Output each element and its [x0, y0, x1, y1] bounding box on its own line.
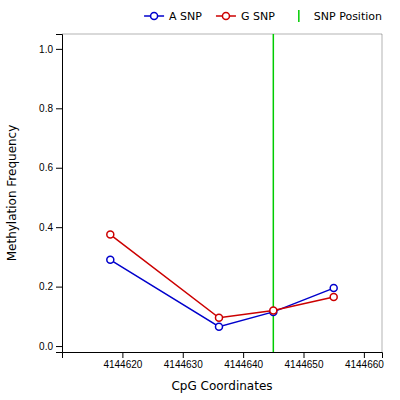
point: [107, 256, 114, 263]
x-tick-mark: [183, 352, 184, 358]
plot-frame: [62, 34, 382, 352]
y-tick: 0.8: [39, 103, 62, 114]
y-tick: 0.6: [39, 162, 62, 173]
x-axis-title: CpG Coordinates: [171, 379, 272, 393]
y-tick-label: 0.8: [39, 103, 53, 114]
y-tick-label: 0.4: [39, 222, 53, 233]
legend-item: A SNP: [144, 10, 202, 23]
plot: 414462041446304144640414465041446600.00.…: [39, 34, 384, 370]
series-line: [110, 260, 333, 327]
y-tick-mark: [56, 168, 62, 169]
x-tick-label: 4144660: [345, 359, 384, 370]
y-tick-label: 0.6: [39, 162, 53, 173]
y-axis-line: [56, 35, 63, 353]
y-axis: 0.0 0.2 0.4 0.6 0.8 1.0: [39, 35, 62, 353]
y-tick-mark: [56, 287, 62, 288]
x-tick: 4144640: [224, 352, 263, 370]
legend-label: A SNP: [169, 10, 202, 23]
marks: [107, 34, 337, 352]
y-tick-mark: [56, 108, 62, 109]
point: [330, 294, 337, 301]
y-tick: 0.2: [39, 281, 62, 292]
legend-marker: [222, 13, 229, 20]
x-tick-mark: [243, 352, 244, 358]
x-tick-label: 4144650: [285, 359, 324, 370]
x-tick-mark: [122, 352, 123, 358]
x-tick-mark: [304, 352, 305, 358]
x-tick: 4144630: [164, 352, 203, 370]
y-tick: 0.4: [39, 222, 62, 233]
x-tick-label: 4144630: [164, 359, 203, 370]
legend-item: SNP Position: [299, 10, 382, 23]
x-tick: 4144620: [103, 352, 142, 370]
reference-line: [273, 34, 275, 352]
point: [330, 285, 337, 292]
legend-label: G SNP: [241, 10, 275, 23]
legend-label: SNP Position: [314, 10, 382, 23]
series-line: [110, 235, 333, 318]
legend-swatch: [298, 10, 300, 22]
x-tick-label: 4144640: [224, 359, 263, 370]
x-axis: 4144620 4144630 4144640 4144650 4144660: [63, 352, 385, 370]
y-tick-mark: [56, 49, 62, 50]
y-tick: 0.0: [39, 341, 62, 352]
x-tick: 4144660: [345, 352, 384, 370]
y-tick-mark: [56, 227, 62, 228]
y-tick-label: 1.0: [39, 44, 53, 55]
legend-marker: [151, 13, 158, 20]
point: [107, 231, 114, 238]
legend: A SNP G SNP SNP Position: [144, 10, 382, 23]
x-tick: 4144650: [285, 352, 324, 370]
y-tick-label: 0.0: [39, 341, 53, 352]
point: [270, 307, 277, 314]
x-tick-mark: [364, 352, 365, 358]
chart: 414462041446304144640414465041446600.00.…: [0, 0, 400, 400]
legend-item: G SNP: [216, 10, 275, 23]
y-tick-mark: [56, 346, 62, 347]
point: [215, 314, 222, 321]
y-axis-title: Methylation Frequency: [5, 125, 19, 262]
x-axis-line: [63, 353, 383, 359]
x-tick-label: 4144620: [103, 359, 142, 370]
y-tick: 1.0: [39, 44, 62, 55]
y-tick-label: 0.2: [39, 281, 53, 292]
point: [215, 323, 222, 330]
